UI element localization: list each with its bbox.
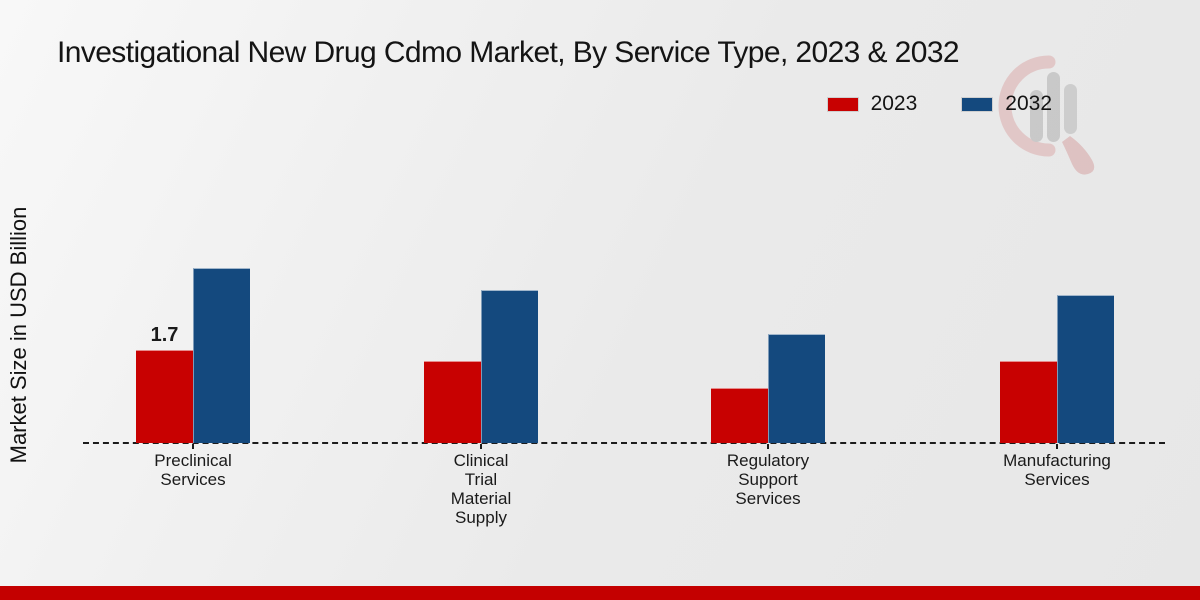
legend-swatch-2032 — [961, 96, 994, 112]
legend-item-2023: 2023 — [826, 92, 918, 116]
bar-2032-3 — [768, 334, 825, 443]
legend-item-2032: 2032 — [961, 92, 1052, 116]
legend-label-2032: 2032 — [1005, 92, 1052, 115]
x-axis-tick — [192, 444, 194, 449]
bar-2023-3 — [711, 388, 768, 443]
bar-2023-2 — [424, 361, 481, 443]
category-label-4: Manufacturing Services — [1003, 451, 1111, 489]
x-axis-baseline — [83, 442, 1165, 444]
category-label-1: Preclinical Services — [154, 451, 232, 489]
x-axis-tick — [1056, 444, 1058, 449]
bar-2023-4 — [1000, 361, 1057, 443]
chart-title: Investigational New Drug Cdmo Market, By… — [57, 36, 960, 69]
legend-label-2023: 2023 — [870, 92, 918, 115]
bar-2032-2 — [481, 290, 538, 443]
category-label-3: Regulatory Support Services — [726, 451, 810, 508]
footer-red-strip — [0, 586, 1200, 600]
x-axis-tick — [767, 444, 769, 449]
legend-swatch-2023 — [826, 96, 859, 112]
bar-2032-4 — [1057, 295, 1114, 443]
bar-value-label: 1.7 — [150, 324, 179, 346]
bar-2032-1 — [193, 268, 250, 443]
legend: 2023 2032 — [826, 92, 1052, 116]
x-axis-tick — [480, 444, 482, 449]
category-label-2: Clinical Trial Material Supply — [450, 451, 512, 527]
bar-2023-1 — [136, 350, 193, 443]
